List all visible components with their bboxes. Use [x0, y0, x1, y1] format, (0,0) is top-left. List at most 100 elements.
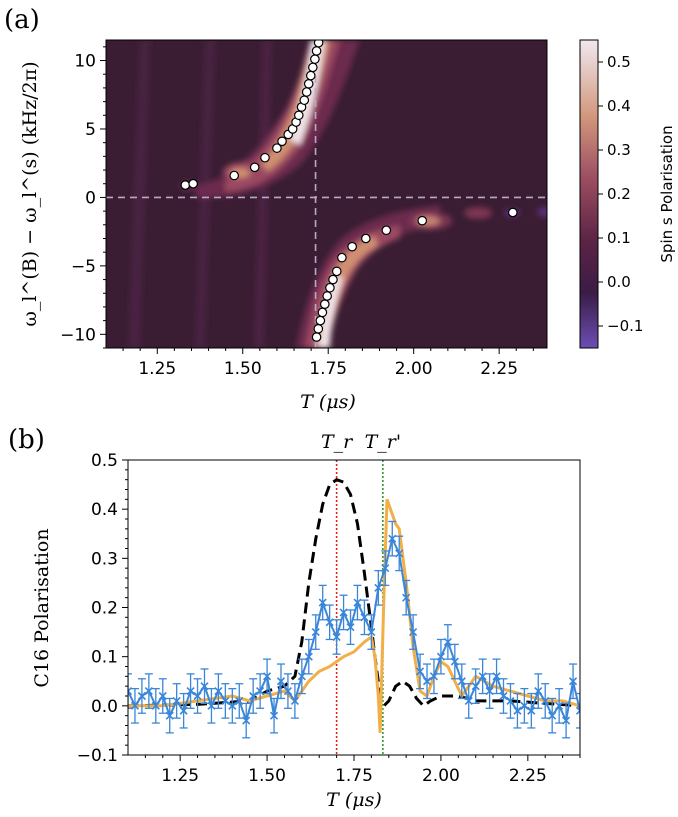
- data-point-marker: [325, 618, 334, 627]
- x-tick-label: 1.50: [248, 766, 286, 786]
- data-point-marker: [450, 657, 459, 666]
- panel-a-axes: 1.25 1.50 1.75 2.00 2.25 10 5 0 −5 −10: [60, 46, 534, 379]
- y-tick-label: 0.0: [91, 697, 118, 717]
- resonance-point: [322, 291, 332, 301]
- panel-b-label: (b): [8, 425, 45, 455]
- resonance-point: [337, 252, 347, 263]
- data-point-marker: [485, 687, 494, 696]
- colorbar-tick-label: 0.1: [607, 229, 631, 247]
- resonance-point: [508, 207, 518, 218]
- data-point-marker: [193, 691, 202, 701]
- y-tick-label: 0.5: [91, 451, 118, 471]
- panel-b-xlabel: T (μs): [326, 789, 382, 811]
- data-point-marker: [548, 711, 557, 720]
- data-point-marker: [207, 701, 216, 710]
- panel-a-xlabel: T (μs): [300, 391, 356, 413]
- data-point-marker: [360, 613, 369, 622]
- colorbar: [579, 39, 599, 349]
- resonance-point: [319, 299, 330, 309]
- y-tick-label: 0.3: [91, 549, 118, 569]
- data-point-marker: [520, 701, 529, 710]
- resonance-point: [315, 315, 326, 326]
- data-point-marker: [297, 672, 306, 681]
- data-point-marker: [235, 696, 244, 705]
- data-point-marker: [555, 701, 564, 710]
- data-point-marker: [269, 711, 279, 720]
- resonance-point: [303, 79, 314, 89]
- x-tick-label: 1.25: [161, 766, 199, 786]
- y-tick-label: −5: [71, 257, 96, 277]
- data-point-marker: [499, 691, 508, 701]
- x-tick-label: 2.25: [509, 766, 547, 786]
- data-point-marker: [575, 706, 580, 715]
- colorbar-tick-label: 0.4: [607, 97, 631, 115]
- marker-label: T_r': [365, 431, 401, 453]
- resonance-point: [308, 62, 318, 73]
- resonance-point: [328, 274, 338, 285]
- resonance-point: [313, 324, 324, 334]
- data-point-marker: [457, 677, 466, 686]
- colorbar-label: Spin s Polarisation: [658, 125, 676, 262]
- data-point-marker: [242, 716, 251, 725]
- resonance-point: [229, 170, 239, 181]
- x-tick-label: 2.00: [422, 766, 460, 786]
- data-point-marker: [137, 691, 146, 701]
- panel-b-annotations: T_r T_r': [321, 431, 401, 755]
- resonance-point: [305, 70, 316, 81]
- resonance-point: [417, 215, 428, 226]
- data-point-marker: [172, 696, 181, 705]
- resonance-point: [260, 152, 270, 163]
- x-tick-label: 1.25: [138, 359, 176, 379]
- data-point-marker: [276, 677, 286, 686]
- data-point-marker: [395, 549, 404, 558]
- data-point-marker: [228, 701, 237, 710]
- y-tick-label: 0: [85, 188, 96, 208]
- panel-a: 1.25 1.50 1.75 2.00 2.25 10 5 0 −5 −10 T (μs) ω_l…: [19, 39, 676, 413]
- panel-a-label: (a): [4, 5, 40, 35]
- data-point-marker: [513, 706, 522, 715]
- data-point-marker: [415, 667, 425, 676]
- y-tick-label: 5: [85, 120, 96, 140]
- resonance-point: [294, 110, 304, 121]
- data-point-marker: [158, 691, 167, 701]
- data-point-marker: [429, 672, 439, 681]
- data-point-marker: [263, 672, 272, 681]
- data-point-marker: [144, 687, 153, 696]
- data-point-marker: [165, 711, 174, 720]
- resonance-point: [277, 136, 287, 147]
- resonance-point: [180, 180, 191, 190]
- data-point-marker: [506, 696, 515, 705]
- data-point-marker: [128, 687, 133, 696]
- colorbar-ticks: 0.5 0.4 0.3 0.2 0.1 0.0 −0.1: [598, 53, 643, 335]
- panel-a-ylabel: ω_l^(B) − ω_l^(s) (kHz/2π): [19, 61, 41, 326]
- data-point-marker: [478, 672, 487, 681]
- y-tick-label: −0.1: [77, 746, 118, 766]
- colorbar-tick-label: 0.5: [607, 53, 631, 71]
- data-point-marker: [464, 696, 473, 705]
- data-point-marker: [186, 687, 195, 696]
- data-point-marker: [436, 652, 445, 661]
- resonance-point: [313, 40, 324, 48]
- data-point-marker: [283, 687, 293, 696]
- colorbar-tick-label: 0.2: [607, 185, 631, 203]
- y-tick-label: 0.2: [91, 599, 118, 619]
- data-point-marker: [568, 677, 578, 686]
- data-point-marker: [527, 706, 536, 715]
- data-point-marker: [130, 701, 140, 710]
- resonance-point: [347, 241, 357, 252]
- data-point-marker: [290, 696, 299, 705]
- resonance-point: [325, 282, 335, 293]
- data-point-marker: [374, 583, 383, 592]
- data-point-marker: [318, 598, 327, 607]
- y-tick-label: 0.4: [91, 500, 118, 520]
- y-tick-label: 10: [74, 52, 96, 72]
- resonance-point: [301, 87, 312, 97]
- x-tick-label: 2.00: [395, 359, 433, 379]
- panel-b-axes: 1.25 1.50 1.75 2.00 2.25 0.5 0.4 0.3 0.2 0.1 0.0 −0…: [77, 451, 581, 786]
- colorbar-tick-label: 0.3: [607, 141, 631, 159]
- data-point-marker: [492, 672, 501, 681]
- data-point-marker: [339, 608, 348, 617]
- data-point-marker: [214, 687, 223, 696]
- x-tick-label: 2.25: [480, 359, 518, 379]
- x-tick-label: 1.75: [309, 359, 347, 379]
